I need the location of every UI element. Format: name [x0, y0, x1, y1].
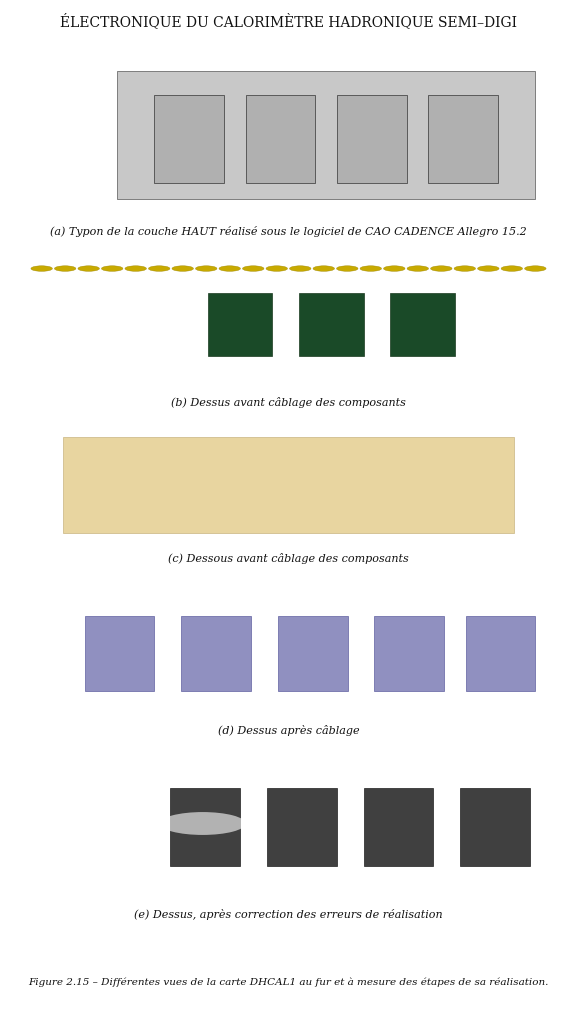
Circle shape — [196, 266, 217, 271]
Bar — [391, 294, 455, 355]
Circle shape — [290, 266, 311, 271]
Circle shape — [524, 266, 546, 271]
Circle shape — [360, 266, 381, 271]
Text: (c) Dessous avant câblage des composants: (c) Dessous avant câblage des composants — [168, 553, 409, 564]
Bar — [208, 294, 272, 355]
Bar — [460, 787, 530, 866]
Bar — [267, 787, 337, 866]
Text: (d) Dessus après câblage: (d) Dessus après câblage — [218, 725, 359, 735]
Circle shape — [102, 266, 123, 271]
Circle shape — [172, 266, 193, 271]
Circle shape — [148, 266, 170, 271]
Bar — [337, 95, 407, 183]
Bar — [374, 616, 444, 691]
Bar — [85, 616, 154, 691]
Bar — [63, 437, 514, 534]
Circle shape — [478, 266, 499, 271]
Circle shape — [313, 266, 335, 271]
Bar — [428, 95, 498, 183]
Bar — [466, 616, 535, 691]
Bar — [117, 71, 535, 199]
Circle shape — [160, 812, 246, 835]
Circle shape — [501, 266, 523, 271]
Text: Figure 2.15 – Différentes vues de la carte DHCAL1 au fur et à mesure des étapes : Figure 2.15 – Différentes vues de la car… — [28, 978, 549, 987]
Bar — [170, 787, 240, 866]
Bar — [299, 294, 364, 355]
Circle shape — [125, 266, 147, 271]
Bar — [154, 95, 224, 183]
Bar — [278, 616, 347, 691]
Circle shape — [266, 266, 287, 271]
Circle shape — [242, 266, 264, 271]
Circle shape — [31, 266, 53, 271]
Text: (b) Dessus avant câblage des composants: (b) Dessus avant câblage des composants — [171, 397, 406, 408]
Circle shape — [54, 266, 76, 271]
Circle shape — [407, 266, 429, 271]
Circle shape — [384, 266, 405, 271]
Circle shape — [219, 266, 241, 271]
Bar — [246, 95, 315, 183]
Bar — [364, 787, 433, 866]
Text: (a) Typon de la couche HAUT réalisé sous le logiciel de CAO CADENCE Allegro 15.2: (a) Typon de la couche HAUT réalisé sous… — [50, 226, 527, 237]
Bar — [181, 616, 251, 691]
Circle shape — [454, 266, 475, 271]
Text: (e) Dessus, après correction des erreurs de réalisation: (e) Dessus, après correction des erreurs… — [134, 909, 443, 920]
Circle shape — [430, 266, 452, 271]
Circle shape — [336, 266, 358, 271]
Circle shape — [78, 266, 99, 271]
Text: ÉLECTRONIQUE DU CALORIMÈTRE HADRONIQUE SEMI–DIGI: ÉLECTRONIQUE DU CALORIMÈTRE HADRONIQUE S… — [60, 13, 517, 30]
